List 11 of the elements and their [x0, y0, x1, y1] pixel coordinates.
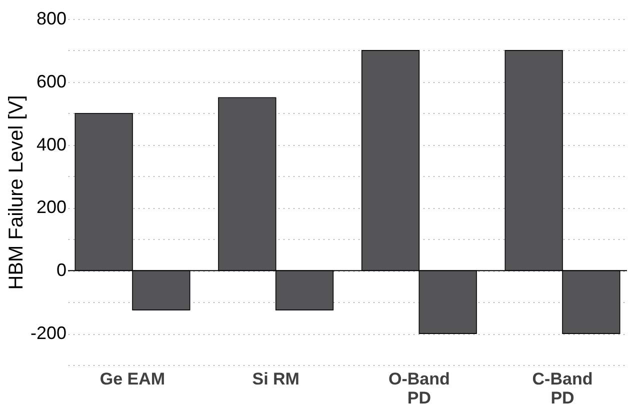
x-tick-label: Si RM [252, 370, 300, 388]
y-tick-label: 400 [36, 134, 66, 154]
y-tick-label: -200 [30, 323, 66, 344]
y-tick-label: 800 [36, 8, 66, 28]
y-tick-label: 0 [56, 260, 66, 280]
y-tick-label: 200 [36, 197, 66, 218]
x-tick-label: O-Band PD [388, 370, 450, 408]
y-tick-label: 600 [36, 71, 66, 92]
y-axis-title: HBM Failure Level [V] [5, 95, 28, 290]
x-tick-label: Ge EAM [100, 370, 166, 388]
x-tick-label: C-Band PD [532, 370, 593, 408]
